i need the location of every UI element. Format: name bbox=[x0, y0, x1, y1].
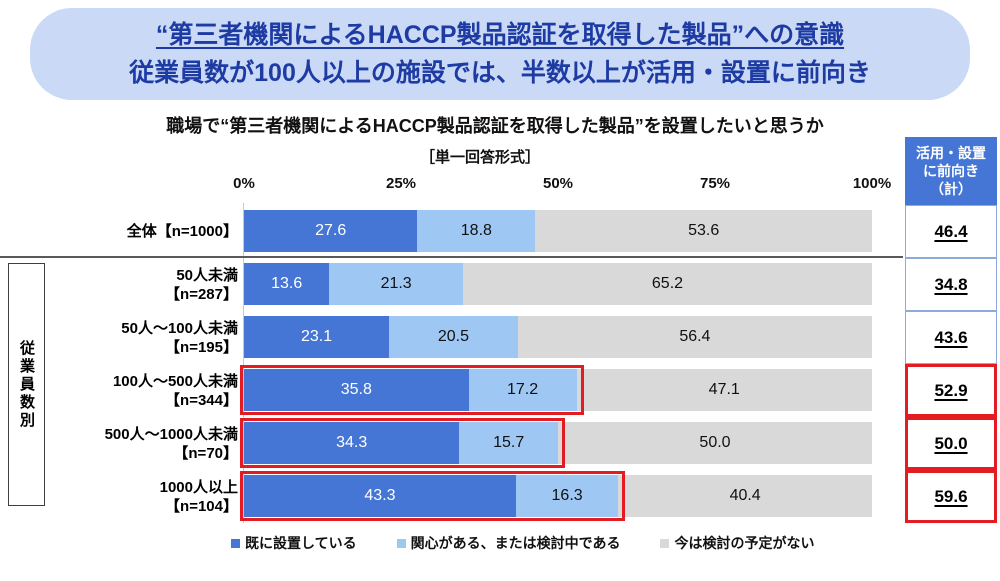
row-label: 50人未満 【n=287】 bbox=[165, 267, 238, 303]
row-label: 50人～100人未満 【n=195】 bbox=[121, 320, 238, 356]
bar-value: 20.5 bbox=[437, 328, 469, 345]
bar-value: 17.2 bbox=[506, 381, 539, 398]
summary-value: 43.6 bbox=[934, 327, 968, 347]
bar-value: 43.3 bbox=[364, 487, 396, 504]
summary-cell: 46.4 bbox=[905, 205, 997, 258]
group-label-box: 従業員数別 bbox=[8, 263, 45, 506]
bar-segment-no-plan: 40.4 bbox=[618, 475, 872, 517]
bar-value: 47.1 bbox=[708, 381, 740, 398]
axis-tick-0: 0% bbox=[233, 175, 255, 192]
bar-segment-installed: 23.1 bbox=[244, 316, 390, 358]
title-banner: “第三者機関によるHACCP製品認証を取得した製品”への意識 従業員数が100人… bbox=[30, 8, 970, 100]
summary-value: 59.6 bbox=[934, 486, 968, 506]
bar-value: 27.6 bbox=[315, 222, 347, 239]
group-label: 従業員数別 bbox=[18, 339, 35, 430]
axis-tick-50: 50% bbox=[542, 175, 574, 192]
bar-value: 23.1 bbox=[300, 328, 333, 345]
bar-value: 35.8 bbox=[340, 381, 372, 398]
summary-value: 34.8 bbox=[934, 274, 968, 294]
legend-item-installed: 既に設置している bbox=[231, 533, 357, 553]
bar-value: 18.8 bbox=[460, 222, 492, 239]
bar-segment-no-plan: 56.4 bbox=[517, 316, 872, 358]
summary-cell: 34.8 bbox=[905, 258, 997, 311]
bar-segment-interested: 20.5 bbox=[389, 316, 518, 358]
bar-value: 15.7 bbox=[493, 434, 525, 451]
bar-value: 50.0 bbox=[699, 434, 731, 451]
row-label: 100人～500人未満 【n=344】 bbox=[112, 373, 238, 409]
question-title: 職場で“第三者機関によるHACCP製品認証を取得した製品”を設置したいと思うか bbox=[166, 116, 824, 136]
stacked-bar: 35.8 17.2 47.1 bbox=[244, 369, 872, 411]
axis-baseline bbox=[243, 203, 244, 523]
bar-value: 56.4 bbox=[679, 328, 711, 345]
bar-segment-installed: 13.6 bbox=[244, 263, 330, 305]
bar-segment-installed: 34.3 bbox=[244, 422, 460, 464]
legend-label: 関心がある、または検討中である bbox=[410, 535, 621, 551]
summary-value: 46.4 bbox=[934, 221, 968, 241]
stacked-bar: 43.3 16.3 40.4 bbox=[244, 475, 872, 517]
summary-cell: 43.6 bbox=[905, 311, 997, 364]
bar-segment-interested: 21.3 bbox=[329, 263, 463, 305]
row-label: 全体【n=1000】 bbox=[126, 223, 238, 240]
summary-cell: 59.6 bbox=[905, 470, 997, 523]
axis-tick-25: 25% bbox=[385, 175, 417, 192]
summary-header-line: に前向き bbox=[923, 163, 979, 179]
bar-segment-interested: 18.8 bbox=[417, 210, 536, 252]
stacked-bar: 23.1 20.5 56.4 bbox=[244, 316, 872, 358]
legend: 既に設置している 関心がある、または検討中である 今は検討の予定がない bbox=[231, 533, 814, 553]
bar-segment-no-plan: 50.0 bbox=[558, 422, 872, 464]
bar-segment-installed: 43.3 bbox=[244, 475, 516, 517]
bar-segment-interested: 16.3 bbox=[515, 475, 619, 517]
stacked-bar: 27.6 18.8 53.6 bbox=[244, 210, 872, 252]
legend-swatch-lightblue-icon bbox=[396, 538, 406, 548]
banner-title-line2: 従業員数が100人以上の施設では、半数以上が活用・設置に前向き bbox=[129, 59, 871, 87]
bar-value: 53.6 bbox=[688, 222, 720, 239]
bar-value: 16.3 bbox=[551, 487, 583, 504]
summary-cell: 50.0 bbox=[905, 417, 997, 470]
answer-format-note: ［単一回答形式］ bbox=[419, 149, 540, 166]
group-separator-line bbox=[0, 256, 903, 258]
legend-swatch-gray-icon bbox=[660, 538, 670, 548]
bar-segment-installed: 35.8 bbox=[244, 369, 469, 411]
summary-value: 50.0 bbox=[934, 433, 968, 453]
bar-segment-installed: 27.6 bbox=[244, 210, 418, 252]
bar-segment-no-plan: 53.6 bbox=[535, 210, 872, 252]
legend-label: 既に設置している bbox=[245, 535, 357, 551]
legend-item-no-plan: 今は検討の予定がない bbox=[660, 533, 814, 553]
bar-segment-no-plan: 65.2 bbox=[462, 263, 872, 305]
bar-value: 13.6 bbox=[271, 275, 303, 292]
banner-title-line1: “第三者機関によるHACCP製品認証を取得した製品”への意識 bbox=[155, 21, 845, 49]
summary-header-line: （計） bbox=[930, 181, 972, 197]
bar-value: 21.3 bbox=[380, 275, 412, 292]
row-label: 500人～1000人未満 【n=70】 bbox=[104, 426, 238, 462]
legend-label: 今は検討の予定がない bbox=[674, 535, 815, 551]
summary-header-line: 活用・設置 bbox=[916, 145, 986, 161]
bar-segment-interested: 15.7 bbox=[459, 422, 558, 464]
legend-swatch-blue-icon bbox=[231, 538, 240, 548]
bar-segment-no-plan: 47.1 bbox=[576, 369, 872, 411]
summary-cell: 52.9 bbox=[905, 364, 997, 417]
bar-segment-interested: 17.2 bbox=[468, 369, 577, 411]
stacked-bar: 34.3 15.7 50.0 bbox=[244, 422, 872, 464]
row-label: 1000人以上 【n=104】 bbox=[159, 479, 238, 515]
axis-tick-100: 100% bbox=[852, 175, 892, 192]
bar-value: 40.4 bbox=[729, 487, 761, 504]
summary-value: 52.9 bbox=[934, 380, 968, 400]
bar-value: 34.3 bbox=[336, 434, 368, 451]
bar-value: 65.2 bbox=[651, 275, 684, 292]
legend-item-interested: 関心がある、または検討中である bbox=[396, 533, 621, 553]
axis-tick-75: 75% bbox=[699, 175, 731, 192]
summary-column-header: 活用・設置 に前向き （計） bbox=[905, 137, 997, 205]
stacked-bar: 13.6 21.3 65.2 bbox=[244, 263, 872, 305]
